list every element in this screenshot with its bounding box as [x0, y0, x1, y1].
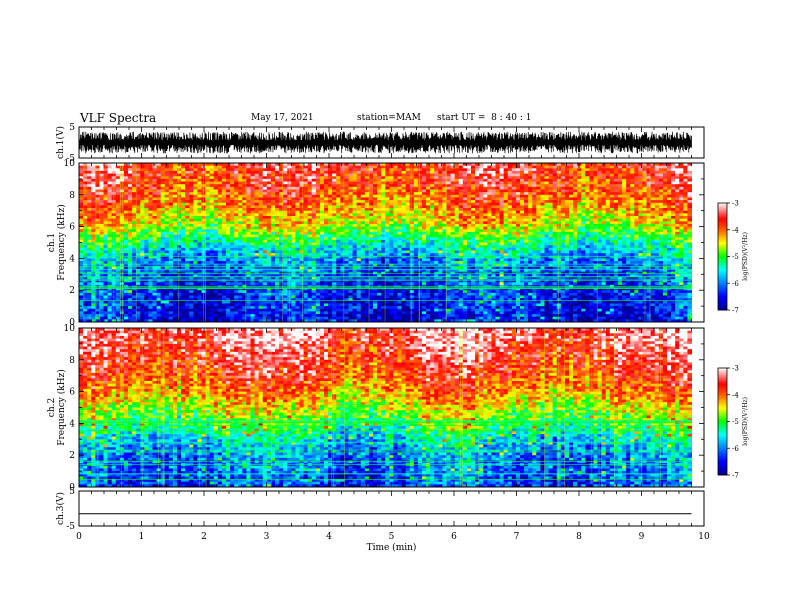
ch1-spectrogram	[79, 163, 692, 323]
vlf-figure: 5-5ch.1(V)0246810ch.1 Frequency (kHz)0246…	[0, 0, 792, 612]
plot-data-layer	[79, 132, 692, 514]
